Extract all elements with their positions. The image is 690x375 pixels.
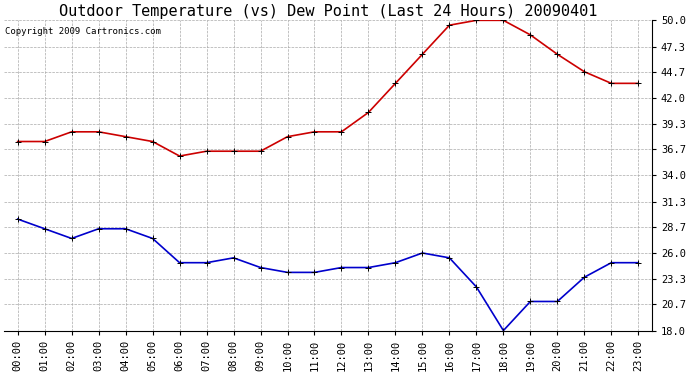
Title: Outdoor Temperature (vs) Dew Point (Last 24 Hours) 20090401: Outdoor Temperature (vs) Dew Point (Last…: [59, 4, 597, 19]
Text: Copyright 2009 Cartronics.com: Copyright 2009 Cartronics.com: [6, 27, 161, 36]
